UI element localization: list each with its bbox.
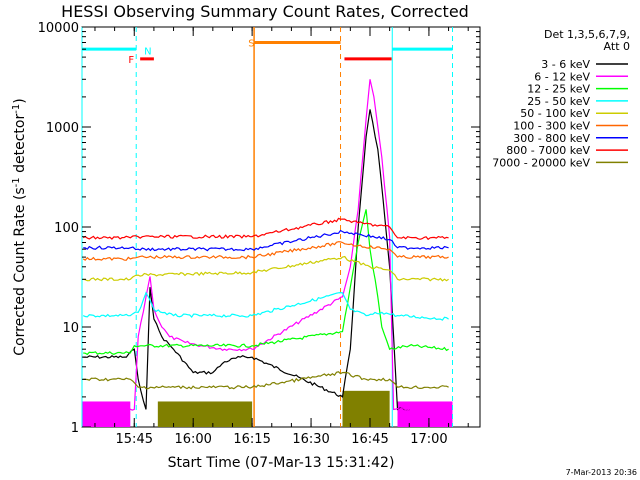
- legend-header-line2: Att 0: [604, 40, 630, 53]
- low-count-fill-block: [157, 401, 253, 427]
- y-tick-label: 100: [54, 221, 79, 236]
- x-axis-label: Start Time (07-Mar-13 15:31:42): [168, 455, 395, 471]
- y-axis-label: Corrected Count Rate (s-1 detector-1): [11, 98, 28, 355]
- series-line: [82, 79, 449, 412]
- x-tick-label: 16:45: [351, 432, 388, 447]
- series-layer: [82, 79, 449, 412]
- series-line: [83, 109, 410, 412]
- y-axis-label-superscript-2: -1: [11, 104, 22, 114]
- x-tick-label: 16:15: [233, 432, 270, 447]
- x-tick-label: 15:45: [116, 432, 153, 447]
- x-tick-label: 16:00: [174, 432, 211, 447]
- series-line: [83, 371, 449, 390]
- axis-layer: 1 10 100 1000 10000 15:45 16:00 16:15 16:30 16:45…: [38, 21, 480, 447]
- annotation-layer: FN S: [81, 27, 453, 427]
- series-line: [83, 255, 449, 282]
- x-tick-label: 17:00: [410, 432, 447, 447]
- low-count-fill-block: [342, 390, 390, 427]
- interval-label: F: [128, 55, 134, 66]
- series-line: [82, 241, 449, 261]
- legend-entry-label: 25 - 50 keV: [527, 95, 590, 108]
- low-count-fill-block: [82, 401, 131, 427]
- legend-entry-label: 300 - 800 keV: [513, 132, 590, 145]
- legend-entry-label: 12 - 25 keV: [527, 83, 590, 96]
- footer-timestamp: 7-Mar-2013 20:36: [566, 468, 637, 477]
- legend-entry-label: 3 - 6 keV: [541, 58, 590, 71]
- chart-title: HESSI Observing Summary Count Rates, Cor…: [61, 2, 469, 21]
- y-axis-label-mid: detector: [12, 114, 28, 178]
- y-tick-label: 1000: [46, 121, 79, 136]
- series-line: [82, 291, 449, 321]
- legend-entry-label: 50 - 100 keV: [520, 107, 590, 120]
- low-count-fill-block: [397, 401, 453, 427]
- legend-entry-label: 7000 - 20000 keV: [492, 156, 590, 169]
- series-line: [83, 209, 449, 356]
- y-axis-label-end: ): [12, 98, 28, 103]
- interval-label: N: [144, 47, 151, 58]
- y-tick-label: 1: [71, 421, 79, 436]
- legend-entry-label: 800 - 7000 keV: [506, 144, 590, 157]
- legend-entry-label: 6 - 12 keV: [534, 70, 590, 83]
- y-axis-label-superscript-1: -1: [11, 177, 22, 187]
- legend-entry-label: 100 - 300 keV: [513, 120, 590, 133]
- y-tick-label: 10: [62, 321, 79, 336]
- y-axis-label-main: Corrected Count Rate (s: [12, 187, 28, 355]
- series-line: [82, 217, 449, 241]
- legend-header-line1: Det 1,3,5,6,7,9,: [544, 28, 630, 41]
- y-tick-label: 10000: [38, 21, 79, 36]
- series-line: [83, 229, 449, 252]
- x-tick-label: 16:30: [292, 432, 329, 447]
- interval-label: S: [248, 38, 254, 49]
